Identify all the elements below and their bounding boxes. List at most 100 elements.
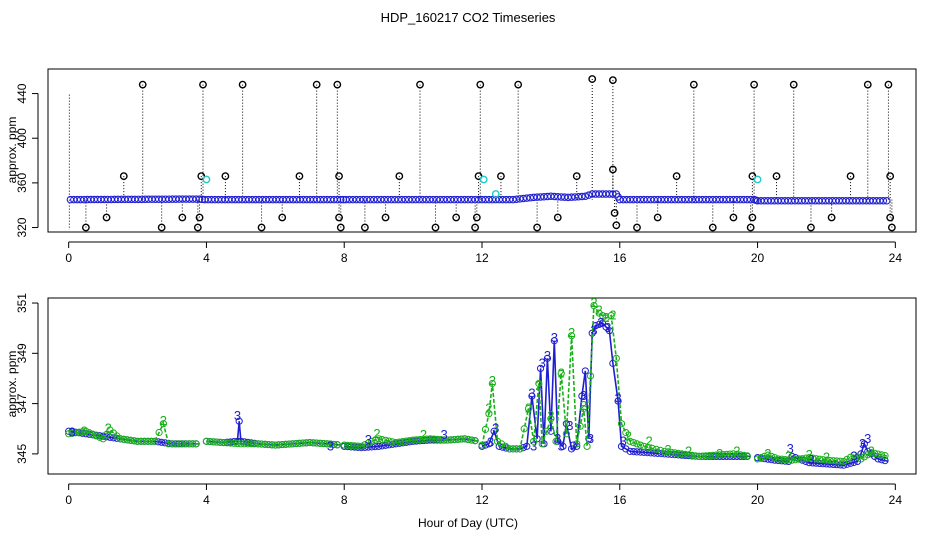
digit-label-3: 3: [570, 438, 577, 453]
series-point: [626, 447, 634, 455]
series-point: [685, 451, 693, 459]
digit-label-3: 3: [614, 391, 621, 406]
series-point: [261, 440, 269, 448]
series-point: [547, 415, 555, 423]
top-y-axis-label: approx. ppm: [5, 117, 19, 184]
series-point: [99, 435, 107, 443]
spike-point: [312, 80, 321, 89]
spike-point: [887, 223, 896, 232]
series-point: [133, 437, 142, 445]
series-point: [316, 439, 324, 447]
baseline-point: [578, 192, 586, 201]
baseline-point: [377, 195, 385, 204]
baseline-point: [453, 195, 462, 204]
series-point: [354, 442, 362, 450]
series-point: [743, 452, 751, 460]
y-tick-label: 349: [15, 343, 29, 363]
baseline-point: [401, 195, 410, 204]
digit-label-2: 2: [785, 448, 792, 463]
digit-label-3: 3: [787, 441, 794, 456]
series-point: [120, 435, 128, 443]
spike-point: [472, 213, 481, 222]
series-point: [633, 448, 641, 456]
x-tick-label: 20: [751, 493, 765, 507]
baseline-point: [446, 195, 455, 204]
series-point: [877, 451, 886, 459]
spike-point: [886, 172, 895, 181]
baseline-point: [509, 195, 517, 204]
cyan-point: [202, 175, 211, 184]
series-point: [509, 445, 517, 453]
series-point: [850, 458, 858, 466]
series-point: [313, 439, 321, 447]
digit-label-3: 3: [234, 408, 241, 423]
series-point: [375, 442, 383, 450]
digit-label-2: 2: [373, 426, 380, 441]
digit-label-3: 3: [554, 431, 561, 446]
series-point: [254, 440, 262, 448]
spike-point: [195, 213, 204, 222]
y-tick-label: 345: [15, 444, 29, 464]
series-point: [326, 440, 335, 448]
digit-label-3: 3: [587, 431, 594, 446]
x-tick-label: 8: [341, 251, 348, 265]
spike-point: [533, 223, 542, 232]
spike-point: [514, 80, 523, 89]
series-point: [299, 439, 307, 447]
x-tick-label: 20: [751, 251, 765, 265]
baseline-point: [429, 195, 437, 204]
series-point: [123, 436, 131, 444]
series-point: [795, 455, 803, 463]
spike-point: [846, 172, 855, 181]
series-point: [881, 452, 889, 460]
series-point: [485, 440, 493, 448]
series-point: [85, 429, 93, 437]
spike-point: [431, 223, 440, 232]
series-point: [784, 456, 793, 464]
series-point: [364, 439, 372, 447]
series-point: [552, 437, 560, 445]
series-point: [137, 437, 145, 445]
digit-label-2: 2: [625, 428, 632, 443]
series-point: [378, 435, 386, 444]
baseline-point: [460, 195, 469, 204]
digit-label-2: 2: [806, 447, 813, 462]
series-point: [550, 337, 558, 345]
spike-point: [750, 80, 759, 89]
series-point: [147, 437, 155, 445]
digit-label-2: 2: [716, 446, 723, 461]
figure-title: HDP_160217 CO2 Timeseries: [381, 10, 556, 25]
series-point: [237, 440, 245, 448]
series-point: [82, 427, 90, 435]
series-point: [385, 437, 393, 445]
series-point: [189, 440, 197, 448]
digit-label-2: 2: [160, 413, 167, 428]
series-point: [247, 440, 255, 448]
series-point: [705, 452, 713, 460]
series-point: [805, 459, 813, 467]
series-point: [722, 450, 731, 458]
series-point: [798, 455, 806, 463]
series-point: [368, 437, 376, 445]
spike-point: [672, 172, 681, 181]
series-point: [235, 417, 243, 425]
digit-label-3: 3: [487, 435, 494, 450]
digit-label-2: 2: [764, 446, 771, 461]
series-point: [450, 435, 459, 444]
series-point: [815, 455, 824, 463]
series-point: [181, 440, 189, 448]
series-point: [729, 450, 738, 458]
baseline-point: [195, 195, 204, 203]
series-point: [75, 428, 83, 436]
series-point: [468, 436, 476, 444]
digit-label-2: 2: [489, 373, 496, 388]
series-point: [819, 456, 827, 464]
x-tick-label: 8: [341, 493, 348, 507]
series-point: [485, 410, 493, 418]
spike-point: [807, 223, 815, 232]
spike-point: [157, 223, 166, 232]
series-point: [288, 440, 297, 448]
series-point: [357, 442, 366, 450]
